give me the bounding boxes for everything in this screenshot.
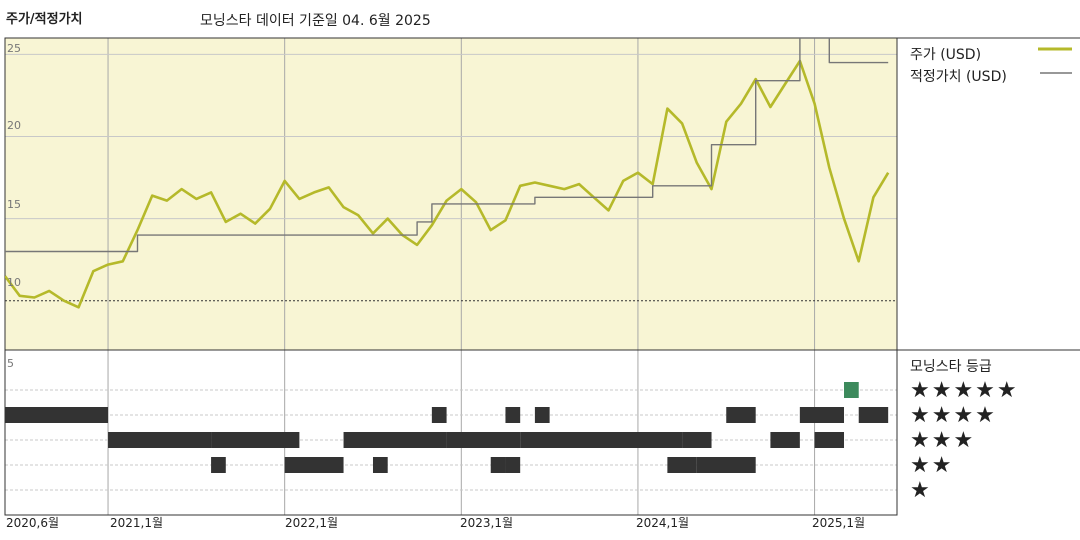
rating-bar-4-star xyxy=(858,407,889,423)
legend-fair-label: 적정가치 (USD) xyxy=(910,69,1007,85)
x-tick: 2020,6월 xyxy=(6,516,60,530)
rating-bar-3-star xyxy=(446,432,521,448)
y-tick: 10 xyxy=(7,276,21,289)
y-tick: 15 xyxy=(7,198,21,211)
rating-bar-4-star xyxy=(534,407,550,423)
rating-bar-3-star xyxy=(343,432,447,448)
rating-bar-2-star xyxy=(505,457,521,473)
rating-bar-3-star xyxy=(520,432,683,448)
x-tick: 2021,1월 xyxy=(110,516,164,530)
rating-bar-4-star xyxy=(5,407,109,423)
rating-bar-3-star xyxy=(682,432,712,448)
rating-bar-4-star xyxy=(505,407,521,423)
rating-bar-4-star xyxy=(726,407,756,423)
rating-title: 모닝스타 등급 xyxy=(910,359,992,375)
rating-bar-2-star xyxy=(696,457,756,473)
rating-axis-label: 5 xyxy=(7,357,14,370)
x-tick: 2024,1월 xyxy=(636,516,690,530)
rating-4-stars: ★★★★ xyxy=(910,403,997,428)
rating-bar-3-star xyxy=(814,432,845,448)
plot-background xyxy=(5,38,897,350)
rating-bar-2-star xyxy=(490,457,506,473)
price-series-line xyxy=(5,59,890,309)
rating-bar-2-star xyxy=(284,457,344,473)
rating-bar-3-star xyxy=(108,432,212,448)
rating-3-stars: ★★★ xyxy=(910,428,976,453)
x-tick: 2025,1월 xyxy=(812,516,866,530)
rating-bar-3-star xyxy=(211,432,300,448)
rating-2-stars: ★★ xyxy=(910,453,954,478)
fair-value-series-line xyxy=(5,38,889,253)
legend-price-label: 주가 (USD) xyxy=(910,47,982,63)
chart-title: 주가/적정가치 xyxy=(6,12,83,27)
y-tick: 20 xyxy=(7,119,21,132)
x-tick: 2023,1월 xyxy=(460,516,514,530)
rating-bar-5-star xyxy=(844,382,859,398)
rating-5-stars: ★★★★★ xyxy=(910,378,1019,403)
rating-1-stars: ★ xyxy=(910,478,932,503)
rating-bar-2-star xyxy=(372,457,388,473)
chart-subtitle: 모닝스타 데이터 기준일 04. 6월 2025 xyxy=(200,13,431,29)
x-tick: 2022,1월 xyxy=(285,516,339,530)
rating-bar-2-star xyxy=(667,457,697,473)
rating-bar-4-star xyxy=(431,407,447,423)
rating-bar-2-star xyxy=(211,457,226,473)
rating-bar-3-star xyxy=(770,432,800,448)
rating-bar-4-star xyxy=(799,407,845,423)
y-tick: 25 xyxy=(7,42,21,55)
